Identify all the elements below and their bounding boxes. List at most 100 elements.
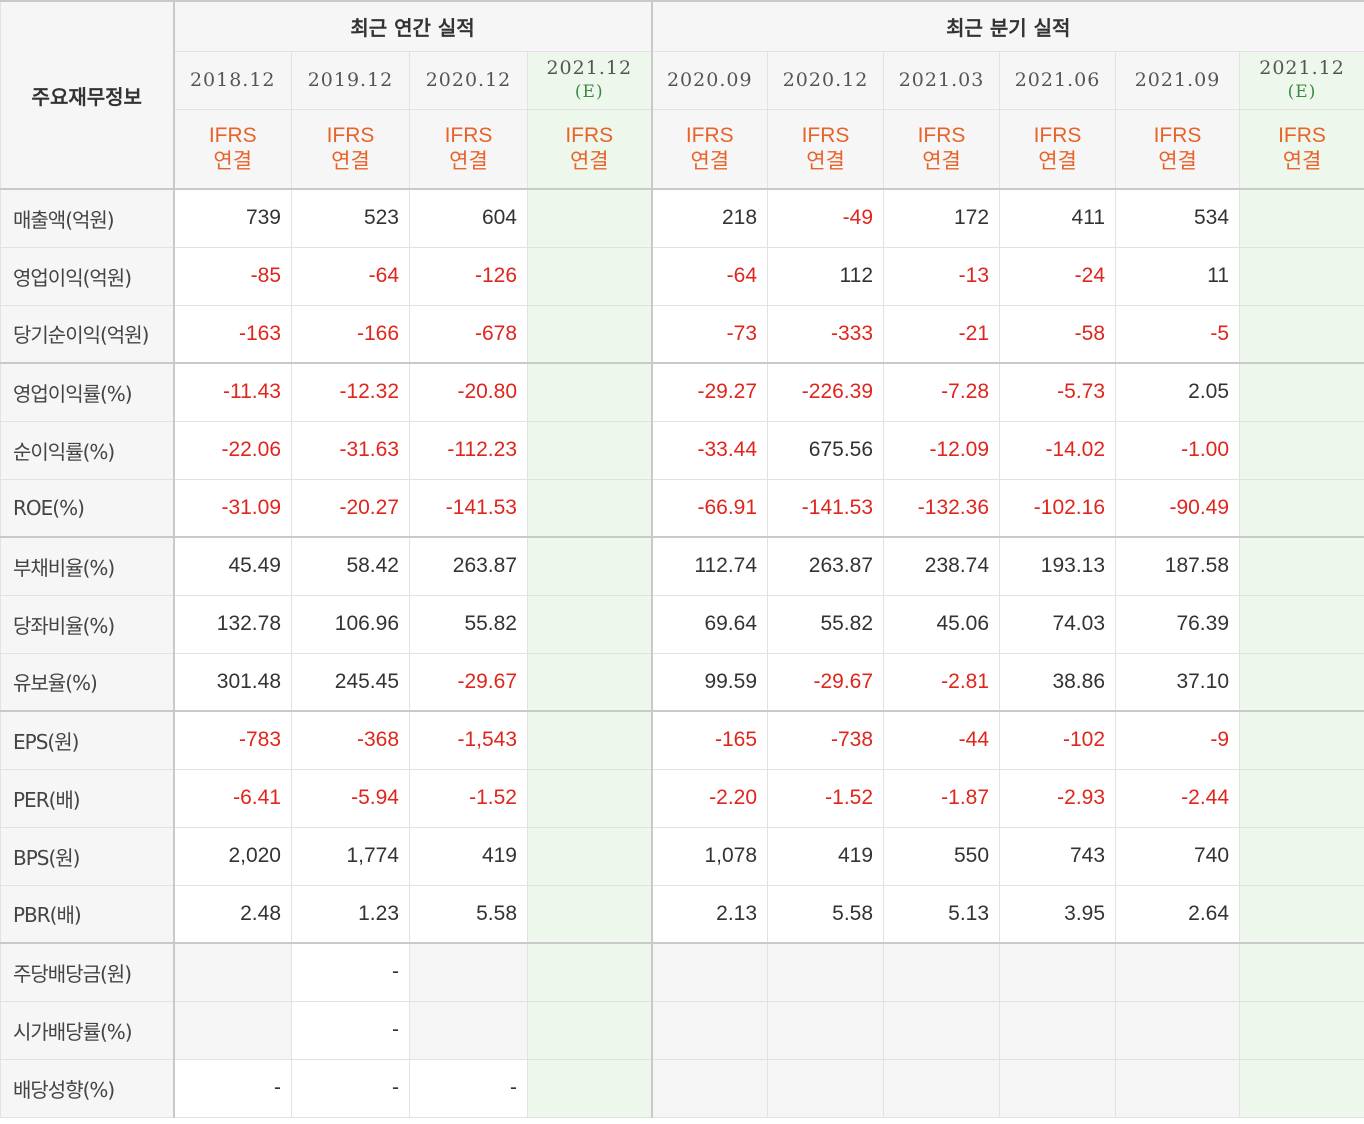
value-cell: 69.64 — [651, 594, 769, 654]
value-cell — [883, 1000, 1001, 1060]
value-cell: -73 — [651, 304, 769, 364]
value-cell — [1239, 768, 1364, 828]
period-label: 2020.12 — [425, 69, 512, 91]
table-row: 배당성향(%) - - - — [0, 1058, 1364, 1118]
standard-consolidated: 연결 — [1282, 149, 1322, 173]
period-header: 2020.12 — [409, 50, 528, 110]
accounting-standard: IFRS 연결 — [767, 108, 885, 190]
period-header: 2019.12 — [291, 50, 410, 110]
value-cell — [1239, 536, 1364, 596]
standard-consolidated: 연결 — [449, 149, 488, 173]
value-cell: 58.42 — [291, 536, 410, 596]
period-header: 2020.09 — [651, 50, 769, 110]
value-cell: 411 — [999, 188, 1117, 248]
value-cell — [883, 1058, 1001, 1118]
table-row: 영업이익률(%) -11.43 -12.32 -20.80 -29.27 -226.39-… — [0, 362, 1364, 422]
accounting-standard: IFRS 연결 — [526, 108, 653, 190]
table-row: 부채비율(%) 45.49 58.42 263.87 112.74 263.87 238.7… — [0, 536, 1364, 596]
value-cell — [526, 942, 653, 1002]
quarter-group-header: 최근 분기 실적 — [651, 0, 1364, 52]
value-cell: 523 — [291, 188, 410, 248]
value-cell — [526, 536, 653, 596]
accounting-standard: IFRS 연결 — [291, 108, 410, 190]
standard-consolidated: 연결 — [690, 149, 730, 173]
accounting-standard: IFRS 연결 — [1239, 108, 1364, 190]
value-cell: -20.27 — [291, 478, 410, 538]
value-cell: 3.95 — [999, 884, 1117, 944]
standard-ifrs: IFRS — [565, 123, 614, 147]
standard-ifrs: IFRS — [444, 123, 493, 147]
table-row: 당좌비율(%) 132.78 106.96 55.82 69.64 55.82 45.06 7… — [0, 594, 1364, 654]
value-cell — [1115, 1058, 1241, 1118]
value-cell: -226.39 — [767, 362, 885, 422]
period-header: 2021.03 — [883, 50, 1001, 110]
table-row: ROE(%) -31.09 -20.27 -141.53 -66.91 -141.53 -1… — [0, 478, 1364, 538]
row-label: 당좌비율(%) — [0, 594, 175, 654]
row-label: 배당성향(%) — [0, 1058, 175, 1118]
value-cell: 550 — [883, 826, 1001, 886]
value-cell — [1239, 478, 1364, 538]
table-row: 매출액(억원) 739 523 604 218 -49 172 411 534 — [0, 188, 1364, 248]
value-cell: -368 — [291, 710, 410, 770]
value-cell — [173, 1000, 292, 1060]
value-cell — [883, 942, 1001, 1002]
period-label: 2021.12 — [1259, 57, 1345, 79]
period-label: 2018.12 — [189, 69, 276, 91]
value-cell: -29.67 — [767, 652, 885, 712]
standard-consolidated: 연결 — [1038, 149, 1077, 173]
row-label: ROE(%) — [0, 478, 175, 538]
table-row: 유보율(%) 301.48 245.45 -29.67 99.59 -29.67 -2.81… — [0, 652, 1364, 712]
table-row: 당기순이익(억원) -163 -166 -678 -73 -333 -21 -58 -5 — [0, 304, 1364, 364]
period-label: 2020.12 — [782, 69, 869, 91]
period-header: 2020.12 — [767, 50, 885, 110]
value-cell — [1239, 652, 1364, 712]
value-cell: - — [291, 1058, 410, 1118]
estimate-mark: (E) — [574, 82, 604, 102]
accounting-standard: IFRS 연결 — [173, 108, 292, 190]
value-cell: -13 — [883, 246, 1001, 306]
period-header: 2018.12 — [173, 50, 292, 110]
value-cell — [1239, 1000, 1364, 1060]
period-label: 2021.06 — [1014, 69, 1101, 91]
row-label: PER(배) — [0, 768, 175, 828]
value-cell: 2.64 — [1115, 884, 1241, 944]
value-cell: -141.53 — [767, 478, 885, 538]
value-cell: -58 — [999, 304, 1117, 364]
value-cell: -7.28 — [883, 362, 1001, 422]
row-label: 영업이익(억원) — [0, 246, 175, 306]
value-cell: -20.80 — [409, 362, 528, 422]
period-label: 2021.09 — [1134, 69, 1221, 91]
period-label: 2020.09 — [666, 69, 753, 91]
table-row: 순이익률(%) -22.06 -31.63 -112.23 -33.44 675.56 -1… — [0, 420, 1364, 480]
table-row: 주당배당금(원) - — [0, 942, 1364, 1002]
value-cell: -49 — [767, 188, 885, 248]
row-label: 매출액(억원) — [0, 188, 175, 248]
accounting-standard: IFRS 연결 — [651, 108, 769, 190]
value-cell: 5.58 — [767, 884, 885, 944]
value-cell — [1239, 362, 1364, 422]
value-cell: 76.39 — [1115, 594, 1241, 654]
standard-header-row: IFRS 연결 IFRS 연결 IFRS 연결 IFRS 연결 IFRS 연결 IFRS 연결 IFRS… — [1, 108, 1364, 190]
value-cell — [999, 1000, 1117, 1060]
standard-ifrs: IFRS — [1278, 123, 1326, 147]
value-cell: 5.58 — [409, 884, 528, 944]
row-label: 부채비율(%) — [0, 536, 175, 596]
value-cell: -132.36 — [883, 478, 1001, 538]
value-cell: -2.20 — [651, 768, 769, 828]
value-cell: 132.78 — [173, 594, 292, 654]
value-cell: 55.82 — [409, 594, 528, 654]
value-cell — [767, 1000, 885, 1060]
value-cell — [526, 710, 653, 770]
value-cell — [526, 420, 653, 480]
value-cell: -5.94 — [291, 768, 410, 828]
value-cell: -29.27 — [651, 362, 769, 422]
value-cell: -141.53 — [409, 478, 528, 538]
value-cell: 1,078 — [651, 826, 769, 886]
table-row: PER(배) -6.41 -5.94 -1.52 -2.20 -1.52 -1.87 -2.9… — [0, 768, 1364, 828]
value-cell — [526, 594, 653, 654]
row-label: 시가배당률(%) — [0, 1000, 175, 1060]
value-cell: - — [291, 942, 410, 1002]
value-cell: -678 — [409, 304, 528, 364]
accounting-standard: IFRS 연결 — [1115, 108, 1241, 190]
value-cell: -163 — [173, 304, 292, 364]
